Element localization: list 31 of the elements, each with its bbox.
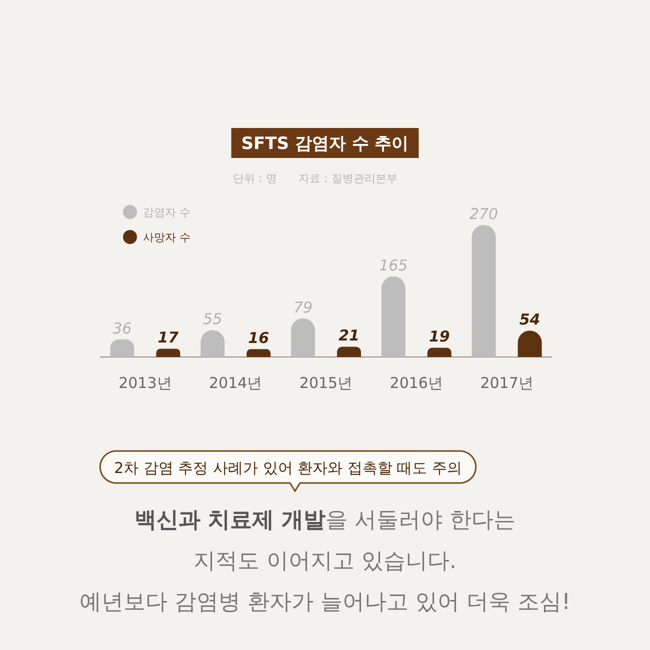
bar (472, 225, 496, 357)
x-tick-label: 2017년 (480, 374, 534, 392)
text: 백신과 치료제 개발을 서둘러야 한다는 (134, 508, 516, 533)
data-label: 55 (203, 310, 222, 328)
x-tick-label: 2015년 (299, 374, 353, 392)
data-label: 17 (158, 328, 180, 347)
bar (381, 276, 406, 357)
text: 2차 감염 추정 사례가 있어 환자와 접촉할 때도 주의 (114, 459, 462, 477)
legend-label: 감염자 수 (143, 206, 190, 219)
data-label: 21 (338, 326, 360, 345)
chart-subtitle: 단위 : 명 (233, 172, 277, 185)
x-tick-label: 2013년 (118, 374, 172, 392)
bar (246, 349, 271, 357)
bar (337, 346, 361, 357)
data-label: 16 (248, 329, 270, 348)
x-tick-label: 2016년 (390, 374, 443, 392)
x-tick-label: 2014년 (209, 374, 262, 392)
bar (156, 348, 180, 357)
chart-title: SFTS 감염자 수 추이 (241, 134, 409, 154)
legend-label: 사망자 수 (143, 231, 190, 244)
text: 자료 : 질병관리본부 (298, 172, 398, 185)
bar (291, 318, 315, 357)
data-label: 270 (469, 205, 498, 223)
text: 예년보다 감염병 환자가 늘어나고 있어 더욱 조심! (80, 590, 570, 615)
data-label: 54 (519, 310, 540, 329)
data-label: 79 (293, 298, 313, 316)
text: 지적도 이어지고 있습니다. (194, 549, 456, 574)
data-label: 19 (428, 328, 450, 346)
bar (427, 348, 452, 357)
data-label: 165 (379, 256, 408, 274)
data-label: 36 (112, 319, 132, 338)
